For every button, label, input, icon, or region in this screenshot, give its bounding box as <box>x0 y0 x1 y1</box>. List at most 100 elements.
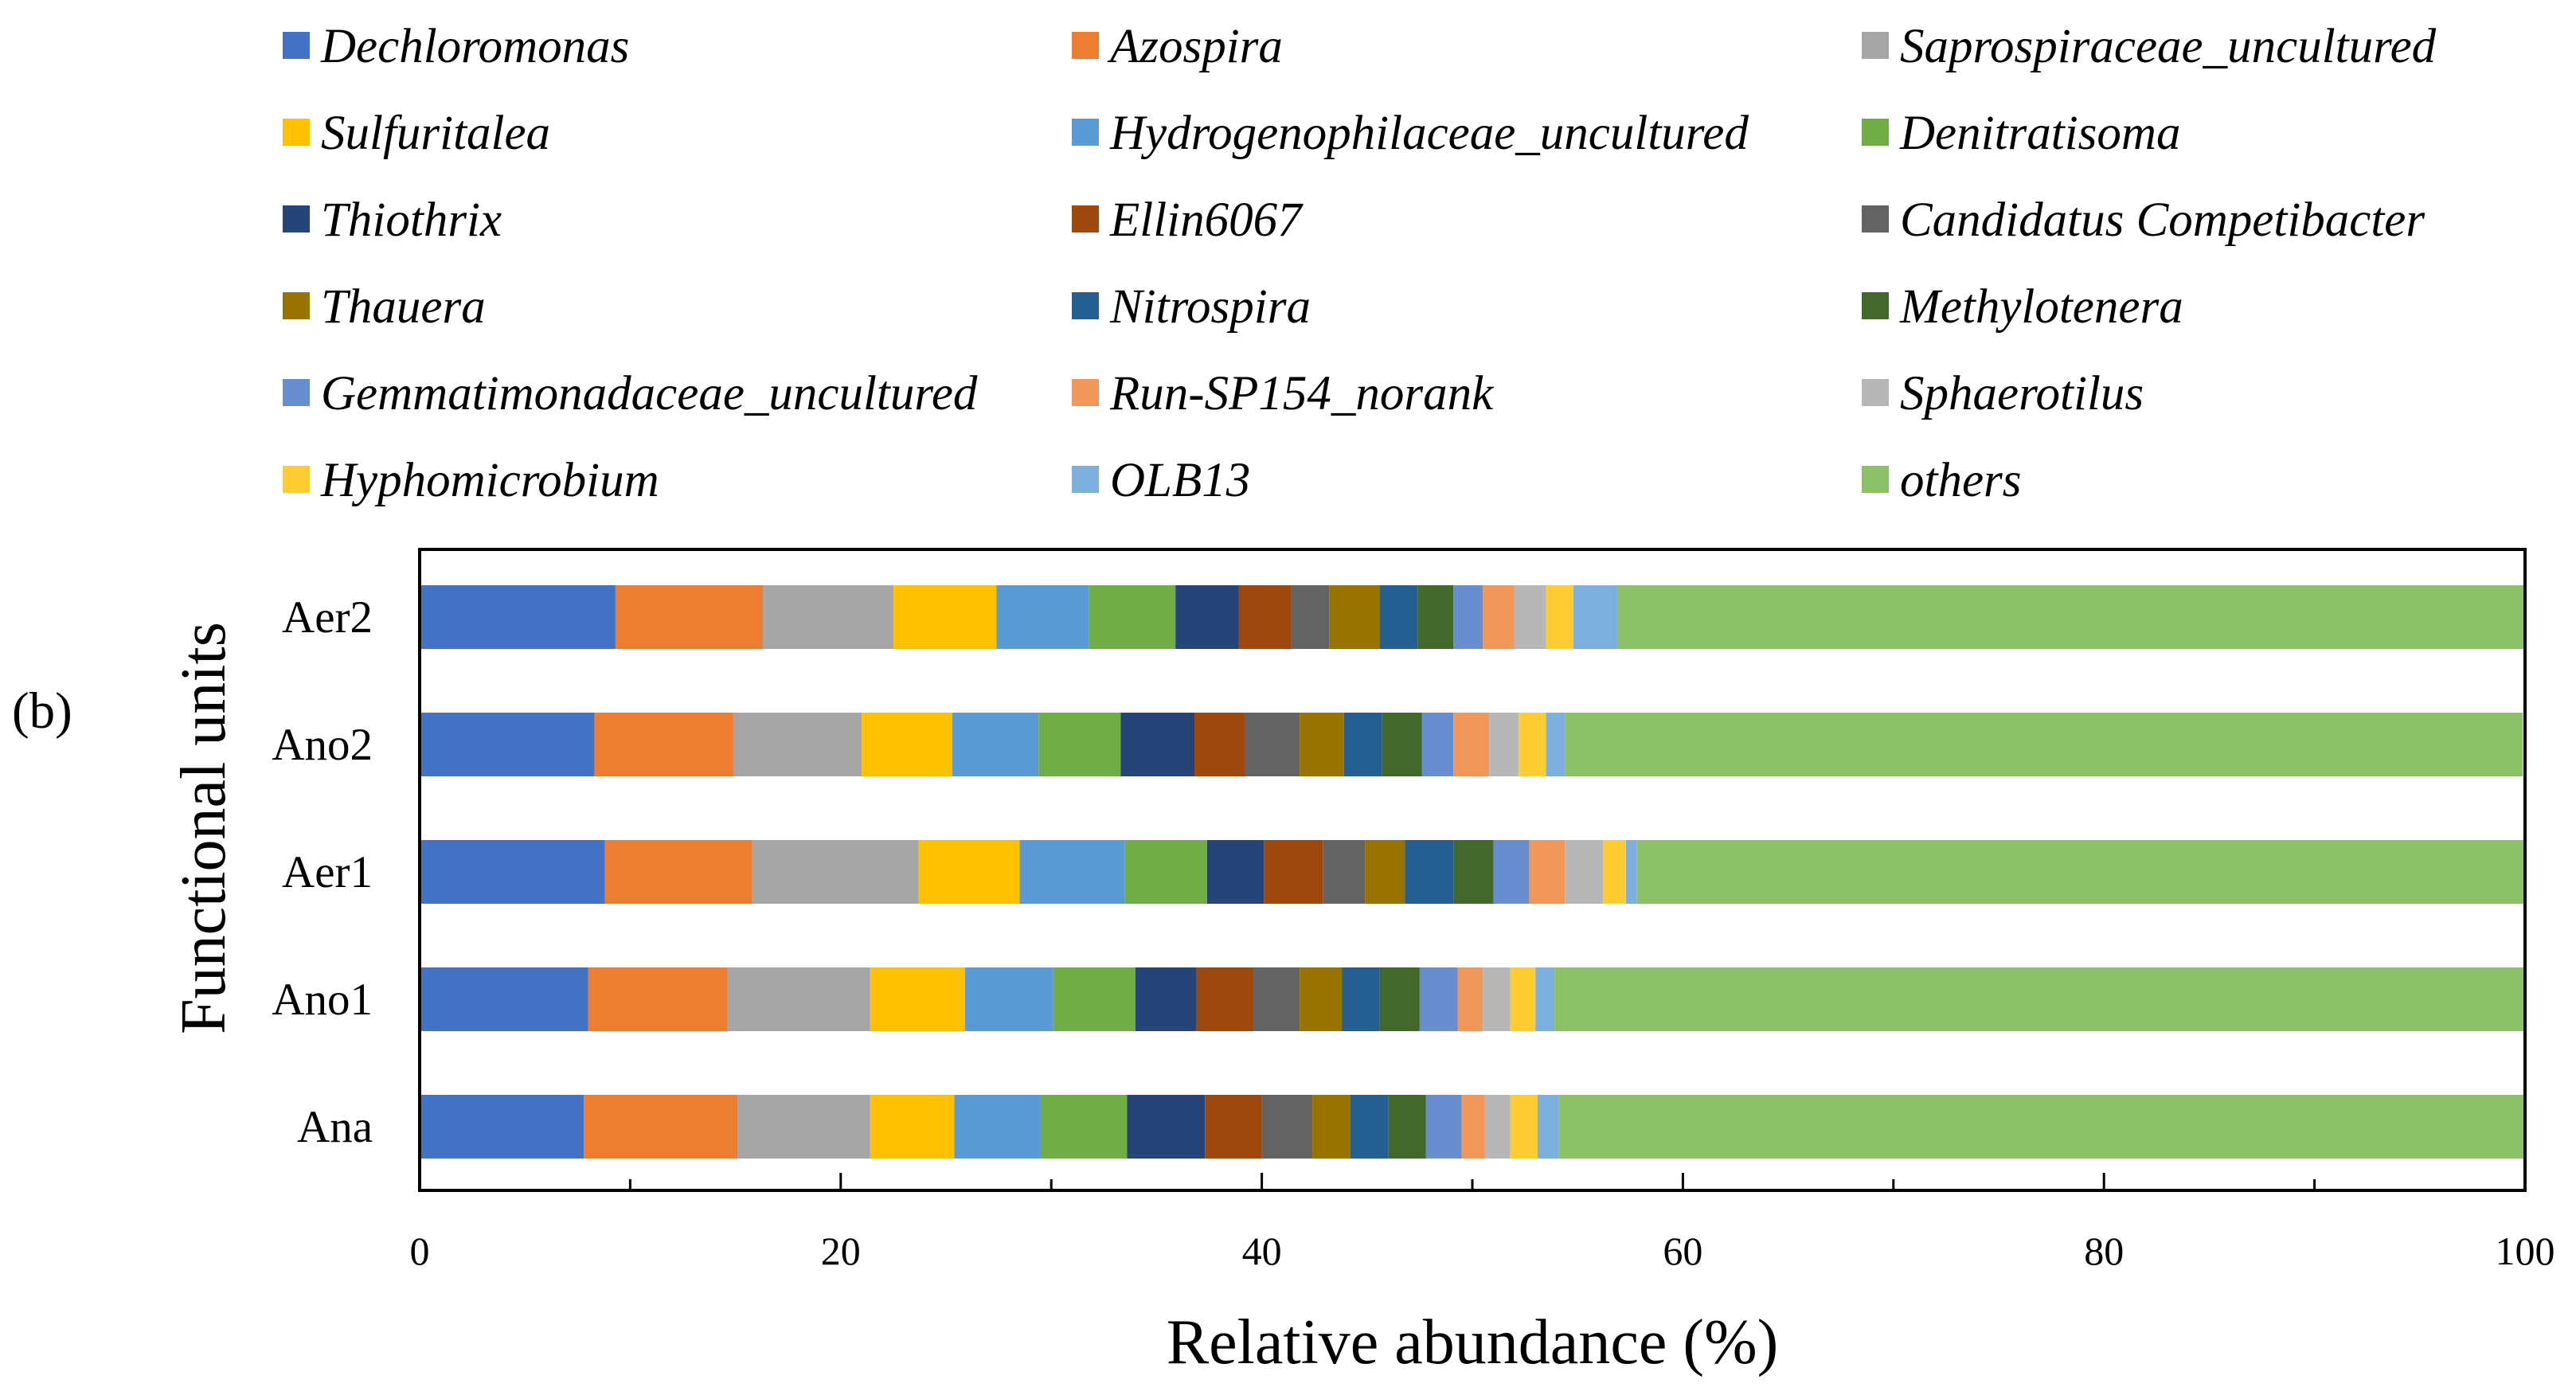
legend-item-saprospiraceae-uncultured: Saprospiraceae_uncultured <box>1862 20 2437 73</box>
legend-item-others: others <box>1862 454 2022 507</box>
bar-segment-aer2-others <box>1617 585 2525 649</box>
legend-item-sulfuritalea: Sulfuritalea <box>283 107 550 160</box>
bar-segment-ano2-dechloromonas <box>420 713 595 776</box>
bar-segment-ano1-thiothrix <box>1135 967 1197 1031</box>
legend-swatch <box>283 119 310 146</box>
bar-segment-aer2-saprospiraceae-uncultured <box>762 585 893 649</box>
legend-swatch <box>1072 379 1099 406</box>
chart-legend: Dechloromonas Azospira Saprospiraceae_uncu… <box>283 20 2437 507</box>
bar-segment-ana-nitrospira <box>1350 1095 1389 1159</box>
bar-segment-ano2-azospira <box>594 713 733 776</box>
bar-segment-aer2-gemmatimonadaceae-uncultured <box>1453 585 1483 649</box>
legend-item-thauera: Thauera <box>283 280 486 334</box>
bar-segment-aer1-nitrospira <box>1405 840 1454 904</box>
bar-segment-ana-hyphomicrobium <box>1510 1095 1538 1159</box>
legend-label: Candidatus Competibacter <box>1900 193 2425 247</box>
legend-label: Hyphomicrobium <box>320 454 659 507</box>
bar-segment-ano1-candidatus-competibacter <box>1253 967 1300 1031</box>
legend-swatch <box>1862 119 1889 146</box>
bar-segment-aer1-candidatus-competibacter <box>1323 840 1366 904</box>
legend-swatch <box>283 292 310 319</box>
bar-segment-ano2-olb13 <box>1546 713 1566 776</box>
bar-area <box>420 585 2525 1159</box>
bar-segment-aer1-saprospiraceae-uncultured <box>752 840 919 904</box>
legend-item-denitratisoma: Denitratisoma <box>1862 107 2180 160</box>
bar-segment-aer1-azospira <box>604 840 752 904</box>
bar-segment-ano1-dechloromonas <box>420 967 588 1031</box>
bar-segment-ano1-sphaerotilus <box>1483 967 1511 1031</box>
legend-item-sphaerotilus: Sphaerotilus <box>1862 367 2144 420</box>
bar-segment-aer1-others <box>1636 840 2525 904</box>
bar-segment-aer2-methylotenera <box>1417 585 1454 649</box>
bar-segment-aer1-hyphomicrobium <box>1602 840 1627 904</box>
legend-label: Run-SP154_norank <box>1109 367 1494 420</box>
bar-segment-ana-sphaerotilus <box>1484 1095 1511 1159</box>
bar-segment-ano1-nitrospira <box>1342 967 1380 1031</box>
bar-segment-ano1-others <box>1554 967 2525 1031</box>
bar-segment-aer2-ellin6067 <box>1238 585 1292 649</box>
x-axis-ticks: 0 20 40 60 80 100 <box>410 1173 2555 1273</box>
bar-segment-ana-hydrogenophilaceae-uncultured <box>954 1095 1041 1159</box>
legend-item-run-sp154-norank: Run-SP154_norank <box>1072 367 1494 420</box>
legend-label: Nitrospira <box>1109 280 1311 334</box>
y-tick-label-ano2: Ano2 <box>272 720 373 770</box>
bar-segment-aer2-candidatus-competibacter <box>1291 585 1330 649</box>
bar-segment-ana-thiothrix <box>1127 1095 1206 1159</box>
bar-segment-ano2-sphaerotilus <box>1489 713 1519 776</box>
bar-segment-aer1-methylotenera <box>1453 840 1494 904</box>
bar-segment-aer2-olb13 <box>1573 585 1618 649</box>
legend-item-gemmatimonadaceae-uncultured: Gemmatimonadaceae_uncultured <box>283 367 978 420</box>
x-tick-label-80: 80 <box>2084 1229 2124 1273</box>
legend-swatch <box>1072 119 1099 146</box>
x-tick-label-100: 100 <box>2496 1229 2555 1273</box>
bar-segment-ano1-saprospiraceae-uncultured <box>727 967 870 1031</box>
bar-segment-ana-sulfuritalea <box>870 1095 955 1159</box>
legend-label: Gemmatimonadaceae_uncultured <box>321 367 978 420</box>
legend-swatch <box>1862 292 1889 319</box>
bar-segment-ano1-azospira <box>588 967 728 1031</box>
y-tick-label-aer2: Aer2 <box>282 592 373 643</box>
bar-segment-aer2-sulfuritalea <box>893 585 997 649</box>
bar-segment-aer2-nitrospira <box>1379 585 1418 649</box>
legend-swatch <box>1072 32 1099 59</box>
bar-segment-ano1-run-sp154-norank <box>1457 967 1483 1031</box>
bar-segment-ano1-gemmatimonadaceae-uncultured <box>1419 967 1458 1031</box>
legend-swatch <box>283 205 310 233</box>
bar-segment-ano2-methylotenera <box>1382 713 1422 776</box>
y-tick-label-aer1: Aer1 <box>282 847 373 897</box>
legend-item-olb13: OLB13 <box>1072 454 1250 507</box>
legend-label: Hydrogenophilaceae_uncultured <box>1109 107 1749 160</box>
bar-segment-aer2-hyphomicrobium <box>1546 585 1573 649</box>
legend-item-methylotenera: Methylotenera <box>1862 280 2183 334</box>
bar-segment-ano1-olb13 <box>1535 967 1555 1031</box>
bar-segment-ano2-others <box>1565 713 2523 776</box>
bar-segment-ano2-nitrospira <box>1343 713 1382 776</box>
bar-segment-ana-run-sp154-norank <box>1461 1095 1485 1159</box>
legend-label: Denitratisoma <box>1899 107 2180 160</box>
bar-segment-ana-ellin6067 <box>1205 1095 1262 1159</box>
y-axis-title: Functional units <box>169 622 239 1034</box>
bar-segment-aer2-sphaerotilus <box>1514 585 1546 649</box>
legend-label: Azospira <box>1107 20 1283 73</box>
legend-swatch <box>283 379 310 406</box>
bar-segment-aer2-run-sp154-norank <box>1483 585 1515 649</box>
legend-swatch <box>1072 292 1099 319</box>
bar-segment-aer1-olb13 <box>1626 840 1637 904</box>
legend-label: Sphaerotilus <box>1900 367 2144 420</box>
bar-segment-ana-others <box>1558 1095 2525 1159</box>
bar-segment-ana-thauera <box>1312 1095 1351 1159</box>
bar-segment-aer1-thiothrix <box>1206 840 1265 904</box>
bar-segment-ano1-thauera <box>1300 967 1343 1031</box>
bar-segment-ano2-gemmatimonadaceae-uncultured <box>1421 713 1454 776</box>
legend-label: Ellin6067 <box>1109 193 1304 247</box>
y-tick-label-ana: Ana <box>297 1102 373 1152</box>
bar-segment-ano1-denitratisoma <box>1053 967 1136 1031</box>
bar-segment-ano2-candidatus-competibacter <box>1245 713 1300 776</box>
bar-segment-ano1-hyphomicrobium <box>1510 967 1536 1031</box>
bar-segment-aer1-sulfuritalea <box>918 840 1020 904</box>
legend-swatch <box>283 32 310 59</box>
bar-segment-ano1-ellin6067 <box>1196 967 1254 1031</box>
legend-label: others <box>1900 454 2022 507</box>
bar-segment-ano2-denitratisoma <box>1038 713 1121 776</box>
